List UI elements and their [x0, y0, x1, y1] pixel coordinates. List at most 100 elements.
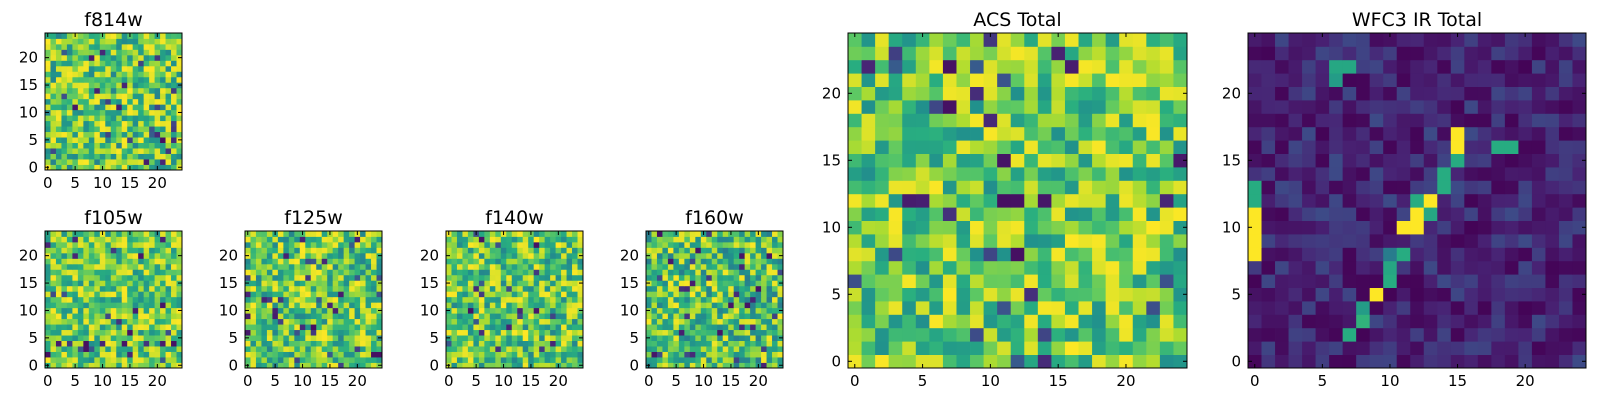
- heatmap-cell: [110, 54, 117, 61]
- heatmap-cell: [1132, 100, 1147, 114]
- heatmap-cell: [646, 346, 652, 352]
- heatmap-cell: [1383, 260, 1398, 275]
- heatmap-cell: [1518, 153, 1533, 168]
- heatmap-cell: [1105, 274, 1120, 288]
- x-tick-label: 5: [471, 372, 481, 390]
- heatmap-cell: [55, 54, 62, 61]
- heatmap-cell: [1010, 33, 1025, 47]
- heatmap-cell: [1275, 180, 1289, 195]
- heatmap-cell: [1173, 113, 1188, 128]
- heatmap-cell: [667, 351, 674, 358]
- heatmap-cell: [456, 346, 463, 352]
- heatmap-cell: [116, 115, 123, 122]
- heatmap-cell: [127, 142, 134, 149]
- heatmap-cell: [684, 274, 691, 281]
- heatmap-cell: [1545, 301, 1560, 315]
- heatmap-cell: [1437, 59, 1452, 74]
- heatmap-cell: [255, 357, 262, 363]
- heatmap-cell: [360, 269, 366, 276]
- heatmap-cell: [94, 357, 101, 363]
- heatmap-cell: [338, 252, 345, 259]
- heatmap-cell: [132, 38, 139, 45]
- heatmap-cell: [495, 263, 502, 270]
- heatmap-cell: [310, 285, 317, 292]
- heatmap-cell: [72, 109, 79, 116]
- heatmap-cell: [1572, 153, 1587, 168]
- heatmap-cell: [728, 252, 735, 259]
- heatmap-cell: [88, 33, 95, 39]
- heatmap-cell: [722, 351, 729, 358]
- heatmap-cell: [1437, 193, 1452, 208]
- heatmap-cell: [1383, 247, 1398, 262]
- heatmap-cell: [956, 46, 971, 61]
- heatmap-cell: [1132, 260, 1147, 275]
- heatmap-cell: [695, 274, 702, 281]
- panel-title: f125w: [284, 207, 343, 229]
- heatmap-cell: [555, 340, 562, 347]
- heatmap-cell: [1437, 100, 1452, 114]
- heatmap-cell: [77, 38, 84, 45]
- heatmap-cell: [656, 296, 663, 303]
- heatmap-cell: [376, 263, 383, 270]
- heatmap-cell: [489, 269, 496, 276]
- heatmap-cell: [1369, 140, 1384, 154]
- heatmap-cell: [651, 274, 658, 281]
- heatmap-cell: [83, 104, 90, 111]
- heatmap-cell: [116, 307, 123, 314]
- heatmap-cell: [1119, 341, 1134, 355]
- heatmap-cell: [1159, 247, 1174, 262]
- heatmap-cell: [456, 296, 463, 303]
- heatmap-cell: [277, 274, 284, 281]
- heatmap-cell: [88, 258, 95, 265]
- heatmap-cell: [722, 346, 729, 352]
- heatmap-cell: [143, 76, 150, 83]
- heatmap-cell: [478, 302, 485, 309]
- heatmap-cell: [1288, 260, 1303, 275]
- heatmap-cell: [1173, 86, 1188, 101]
- heatmap-cell: [88, 231, 95, 237]
- heatmap-cell: [1410, 327, 1425, 342]
- heatmap-cell: [45, 247, 51, 254]
- heatmap-cell: [77, 274, 84, 281]
- heatmap-cell: [143, 340, 150, 347]
- heatmap-cell: [555, 280, 562, 287]
- heatmap-cell: [66, 49, 73, 56]
- heatmap-cell: [755, 340, 762, 347]
- heatmap-cell: [1010, 86, 1025, 101]
- heatmap-cell: [684, 231, 691, 237]
- heatmap-cell: [1078, 301, 1093, 315]
- heatmap-cell: [744, 247, 751, 254]
- heatmap-cell: [127, 236, 134, 243]
- heatmap-cell: [656, 329, 663, 336]
- heatmap-cell: [983, 33, 998, 47]
- heatmap-cell: [121, 252, 128, 259]
- heatmap-cell: [1464, 153, 1479, 168]
- heatmap-cell: [446, 340, 452, 347]
- heatmap-cell: [110, 87, 117, 94]
- heatmap-cell: [1173, 153, 1188, 168]
- heatmap-cell: [739, 247, 746, 254]
- heatmap-cell: [305, 324, 312, 331]
- heatmap-cell: [83, 346, 90, 352]
- heatmap-cell: [1410, 354, 1425, 369]
- heatmap-cell: [154, 131, 161, 138]
- heatmap-cell: [539, 362, 546, 369]
- heatmap-cell: [61, 263, 68, 270]
- heatmap-cell: [72, 269, 79, 276]
- heatmap-cell: [66, 296, 73, 303]
- heatmap-cell: [55, 351, 62, 358]
- heatmap-cell: [1248, 113, 1262, 128]
- heatmap-cell: [1545, 207, 1560, 221]
- heatmap-cell: [750, 362, 756, 369]
- heatmap-cell: [1531, 301, 1546, 315]
- heatmap-cell: [310, 269, 317, 276]
- y-tick-label: 5: [629, 329, 639, 347]
- heatmap-cell: [1450, 167, 1465, 181]
- heatmap-cell: [255, 291, 262, 298]
- heatmap-cell: [160, 329, 166, 336]
- heatmap-cell: [349, 296, 355, 303]
- heatmap-cell: [983, 167, 998, 181]
- heatmap-cell: [500, 236, 507, 243]
- heatmap-cell: [656, 324, 663, 331]
- heatmap-cell: [99, 98, 106, 105]
